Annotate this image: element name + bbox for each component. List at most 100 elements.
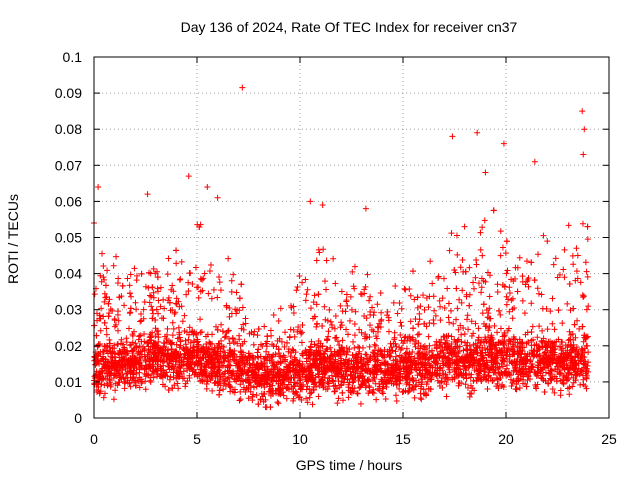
data-point: [264, 333, 271, 340]
data-point: [265, 388, 272, 395]
data-point: [173, 300, 180, 307]
data-point: [157, 373, 164, 380]
data-point: [186, 348, 193, 355]
data-point: [513, 386, 520, 393]
data-point: [449, 133, 456, 140]
data-point: [390, 299, 397, 306]
data-point: [420, 292, 427, 299]
data-point: [541, 339, 548, 346]
data-point: [481, 217, 488, 224]
data-point: [215, 340, 222, 347]
data-point: [517, 354, 524, 361]
data-point: [277, 391, 284, 398]
data-point: [320, 350, 327, 357]
data-point: [359, 291, 366, 298]
data-point: [247, 364, 254, 371]
data-point: [358, 329, 365, 336]
data-point: [528, 328, 535, 335]
data-point: [564, 347, 571, 354]
data-point: [154, 268, 161, 275]
data-point: [339, 337, 346, 344]
data-point: [373, 335, 380, 342]
data-point: [417, 385, 424, 392]
data-point: [522, 356, 529, 363]
data-point: [458, 331, 465, 338]
data-point: [461, 330, 468, 337]
data-point: [136, 360, 143, 367]
data-point: [111, 317, 118, 324]
data-point: [351, 263, 358, 270]
data-point: [364, 359, 371, 366]
data-point: [110, 262, 117, 269]
data-point: [362, 283, 369, 290]
data-point: [433, 345, 440, 352]
data-point: [422, 389, 429, 396]
data-point: [427, 258, 434, 265]
data-point: [445, 314, 452, 321]
data-point: [155, 297, 162, 304]
data-point: [341, 379, 348, 386]
data-point: [354, 358, 361, 365]
data-point: [545, 380, 552, 387]
data-point: [160, 296, 167, 303]
data-point: [426, 319, 433, 326]
data-point: [418, 396, 425, 403]
data-point: [283, 339, 290, 346]
data-point: [392, 340, 399, 347]
data-point: [306, 360, 313, 367]
data-point: [146, 361, 153, 368]
data-point: [99, 250, 106, 257]
data-point: [363, 367, 370, 374]
axis-ticks: [93, 56, 610, 419]
data-point: [329, 324, 336, 331]
data-point: [474, 129, 481, 136]
data-point: [335, 378, 342, 385]
data-point: [169, 282, 176, 289]
data-point: [445, 355, 452, 362]
data-point: [579, 292, 586, 299]
data-point: [102, 294, 109, 301]
data-point: [172, 349, 179, 356]
data-point: [320, 384, 327, 391]
data-point: [577, 279, 584, 286]
data-point: [129, 339, 136, 346]
data-point: [142, 386, 149, 393]
data-point: [361, 312, 368, 319]
data-point: [511, 358, 518, 365]
data-point: [583, 385, 590, 392]
data-point: [120, 364, 127, 371]
data-point: [194, 336, 201, 343]
data-point: [150, 343, 157, 350]
data-point: [485, 352, 492, 359]
data-point: [242, 320, 249, 327]
data-point: [299, 350, 306, 357]
data-point: [165, 294, 172, 301]
data-point: [319, 323, 326, 330]
data-point: [138, 270, 145, 277]
data-point: [151, 340, 158, 347]
data-point: [578, 345, 585, 352]
data-point: [346, 346, 353, 353]
data-point: [413, 382, 420, 389]
data-point: [427, 386, 434, 393]
data-point: [133, 370, 140, 377]
data-point: [451, 349, 458, 356]
data-point: [152, 316, 159, 323]
data-point: [482, 278, 489, 285]
data-point: [192, 359, 199, 366]
data-point: [126, 282, 133, 289]
data-point: [467, 374, 474, 381]
y-tick-label: 0.04: [55, 266, 82, 282]
x-tick-label: 5: [193, 431, 201, 447]
data-point: [233, 373, 240, 380]
data-point: [277, 353, 284, 360]
data-point: [149, 284, 156, 291]
data-point: [335, 395, 342, 402]
data-point: [209, 370, 216, 377]
data-point: [374, 301, 381, 308]
data-point: [255, 366, 262, 373]
data-point: [524, 277, 531, 284]
data-point: [331, 388, 338, 395]
data-point: [214, 373, 221, 380]
data-point: [476, 370, 483, 377]
